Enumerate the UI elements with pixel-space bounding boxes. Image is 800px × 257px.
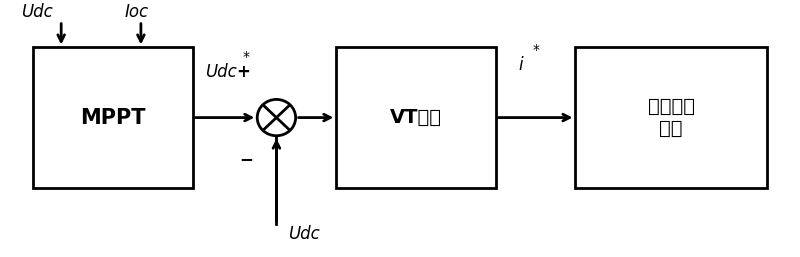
Ellipse shape [258,99,296,136]
Text: VT控制: VT控制 [390,108,442,127]
Text: +: + [237,63,250,81]
Text: MPPT: MPPT [80,108,146,127]
Text: Udc: Udc [205,63,237,81]
Text: *: * [243,50,250,64]
Text: Udc: Udc [288,225,320,243]
Text: Ioc: Ioc [125,3,149,21]
Bar [34,47,193,188]
Text: 并网逆变
系统: 并网逆变 系统 [647,97,694,138]
Text: −: − [239,150,253,168]
Text: *: * [532,43,539,57]
Bar [336,47,496,188]
Text: i: i [518,56,522,74]
Text: Udc: Udc [22,3,53,21]
Bar [575,47,766,188]
